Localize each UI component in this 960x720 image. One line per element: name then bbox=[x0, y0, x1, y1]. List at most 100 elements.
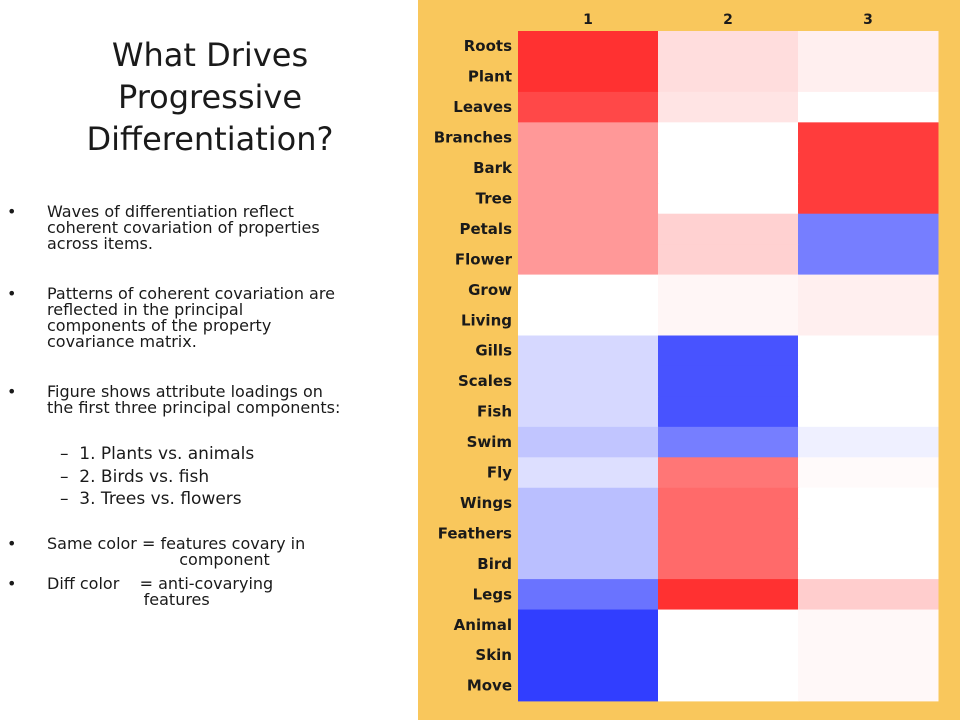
row-label: Skin bbox=[475, 646, 512, 664]
heatmap-cell bbox=[658, 548, 799, 580]
bullet-item: • Diff color = anti-covarying features bbox=[7, 574, 274, 608]
heatmap-cell bbox=[798, 61, 939, 93]
heatmap-cell bbox=[798, 609, 939, 641]
bullet-line: Patterns of coherent covariation are bbox=[47, 284, 335, 303]
heatmap-chart: 1 2 3 Roots Plant Leaves Branches Bark Tree Petal… bbox=[418, 0, 960, 720]
heatmap-cell bbox=[658, 244, 799, 276]
heatmap-cell bbox=[658, 518, 799, 550]
heatmap-cell bbox=[518, 335, 659, 367]
heatmap-cell bbox=[518, 305, 659, 336]
row-label: Living bbox=[461, 311, 512, 329]
heatmap-cell bbox=[798, 274, 939, 306]
bullet-line: reflected in the principal bbox=[47, 300, 244, 319]
column-label: 2 bbox=[723, 12, 733, 28]
bullet-line: Same color = features covary in bbox=[47, 534, 306, 553]
row-label: Fly bbox=[487, 464, 512, 482]
row-label: Legs bbox=[473, 585, 512, 603]
heatmap-cell bbox=[798, 91, 939, 123]
row-label: Animal bbox=[454, 616, 512, 634]
title-line: Progressive bbox=[117, 78, 303, 116]
heatmap-cell bbox=[658, 640, 799, 671]
heatmap-cell bbox=[518, 244, 659, 276]
row-label: Petals bbox=[459, 220, 512, 238]
heatmap-cell bbox=[798, 152, 939, 184]
heatmap-cell bbox=[518, 548, 659, 580]
row-label: Plant bbox=[468, 68, 512, 86]
heatmap-cell bbox=[518, 640, 659, 671]
heatmap-cell bbox=[798, 548, 939, 580]
heatmap-cell bbox=[658, 274, 799, 306]
heatmap-cell bbox=[658, 183, 799, 215]
column-label: 1 bbox=[583, 12, 593, 28]
heatmap-cell bbox=[658, 457, 799, 489]
sub-bullet: – 2. Birds vs. fish bbox=[60, 467, 210, 487]
title-line: Differentiation? bbox=[86, 120, 334, 158]
bullet-line: component bbox=[47, 550, 270, 569]
bullet-dot-icon: • bbox=[7, 574, 17, 593]
row-label: Scales bbox=[458, 372, 512, 390]
heatmap-cell bbox=[658, 122, 799, 154]
heatmap-cell bbox=[798, 487, 939, 519]
row-label: Branches bbox=[434, 129, 512, 147]
heatmap-cell bbox=[518, 61, 659, 93]
heatmap-cell bbox=[658, 487, 799, 519]
heatmap-cell bbox=[658, 365, 799, 397]
row-label: Fish bbox=[477, 403, 512, 421]
bullet-line: covariance matrix. bbox=[47, 332, 197, 351]
heatmap-cell bbox=[518, 274, 659, 306]
heatmap-cell bbox=[518, 487, 659, 519]
row-label: Flower bbox=[455, 250, 513, 268]
row-label: Wings bbox=[460, 494, 512, 512]
row-label: Feathers bbox=[438, 524, 512, 542]
slide-title: What Drives Progressive Differentiation? bbox=[40, 34, 380, 160]
heatmap-cell bbox=[518, 183, 659, 215]
heatmap-cell bbox=[518, 213, 659, 245]
bullet-line: Figure shows attribute loadings on bbox=[47, 382, 323, 401]
heatmap-cell bbox=[798, 183, 939, 215]
bullet-line: the first three principal components: bbox=[47, 398, 341, 417]
heatmap-cell bbox=[798, 670, 939, 702]
bullet-dot-icon: • bbox=[7, 534, 17, 553]
row-label: Swim bbox=[467, 433, 512, 451]
heatmap-cell bbox=[658, 152, 799, 184]
heatmap-cell bbox=[658, 396, 799, 428]
row-label: Leaves bbox=[453, 98, 512, 116]
heatmap-cell bbox=[798, 518, 939, 550]
heatmap-cell bbox=[798, 640, 939, 671]
heatmap-cell bbox=[518, 365, 659, 397]
heatmap-cell bbox=[798, 365, 939, 397]
bullet-item: • Same color = features covary in compon… bbox=[7, 534, 306, 569]
bullet-line: Diff color = anti-covarying bbox=[47, 574, 274, 593]
heatmap-cell bbox=[798, 457, 939, 489]
bullet-line: Waves of differentiation reflect bbox=[47, 202, 294, 221]
row-label: Bird bbox=[477, 555, 512, 573]
heatmap-cell bbox=[518, 396, 659, 428]
bullet-dot-icon: • bbox=[7, 202, 17, 221]
bullet-dot-icon: • bbox=[7, 382, 17, 401]
heatmap-cell bbox=[798, 122, 939, 154]
heatmap-cell bbox=[798, 305, 939, 336]
heatmap-cell bbox=[658, 609, 799, 641]
bullet-dot-icon: • bbox=[7, 284, 17, 303]
heatmap-cell bbox=[518, 670, 659, 702]
heatmap-cell bbox=[518, 609, 659, 641]
row-label: Grow bbox=[468, 281, 512, 299]
bullet-item: • Figure shows attribute loadings on the… bbox=[7, 382, 341, 417]
sub-bullet: – 3. Trees vs. flowers bbox=[60, 489, 242, 509]
heatmap-cell bbox=[658, 91, 799, 123]
bullet-line: components of the property bbox=[47, 316, 272, 335]
heatmap-cell bbox=[658, 305, 799, 336]
slide-text-panel: What Drives Progressive Differentiation?… bbox=[0, 0, 420, 720]
heatmap-cell bbox=[658, 579, 799, 611]
heatmap-cell bbox=[658, 335, 799, 367]
sub-bullet: – 1. Plants vs. animals bbox=[60, 444, 255, 464]
heatmap-cell bbox=[658, 213, 799, 245]
bullet-item: • Patterns of coherent covariation are r… bbox=[7, 284, 335, 351]
row-label: Tree bbox=[476, 189, 512, 207]
bullet-line: across items. bbox=[47, 234, 153, 253]
heatmap-cell bbox=[798, 244, 939, 276]
title-line: What Drives bbox=[111, 36, 309, 74]
heatmap-cell bbox=[518, 91, 659, 123]
heatmap-cell bbox=[798, 213, 939, 245]
heatmap-cell bbox=[518, 122, 659, 154]
